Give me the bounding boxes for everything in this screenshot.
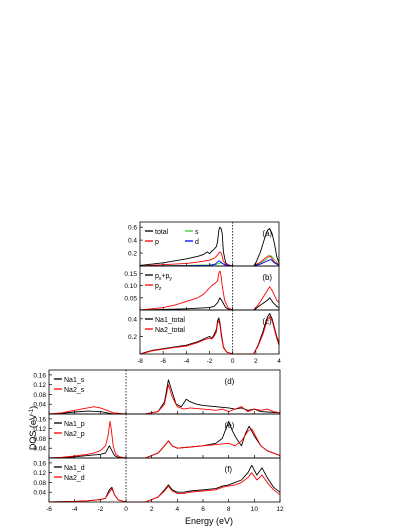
x-tick-label: -4 [183, 358, 189, 365]
x-tick-label: 0 [124, 506, 128, 513]
legend-label: s [195, 229, 199, 236]
panel-label: (d) [225, 377, 235, 386]
x-axis-label: Energy (eV) [185, 516, 233, 526]
x-tick-label: -8 [137, 358, 143, 365]
y-tick-label: 0.12 [33, 382, 46, 389]
series-line-pz [139, 270, 280, 311]
series-line-total [139, 226, 280, 267]
series-line-na2-total [139, 315, 280, 355]
x-tick-label: 6 [201, 506, 205, 513]
y-axis-label-sup: -1 [29, 408, 35, 414]
x-tick-label: 8 [227, 506, 231, 513]
legend-label: Na1_p [64, 421, 85, 428]
series-line-px-py [139, 297, 280, 311]
legend-label: px+py [155, 273, 172, 282]
panel-label: (b) [262, 273, 272, 282]
y-tick-label: 0.16 [33, 416, 46, 423]
legend-label: Na2_s [64, 387, 85, 394]
legend: Na1_total Na2_total [145, 317, 185, 334]
panel-label: (f) [225, 465, 233, 474]
series-line-na1-d [48, 464, 281, 503]
series-line-p [139, 251, 280, 267]
x-tick-label: 4 [176, 506, 180, 513]
panel-d: 0.04 0.08 0.12 0.16 (d) Na1_s Na2_s [33, 369, 281, 415]
panel-e: 0.04 0.08 0.12 0.16 (e) Na1_p Na2_p [33, 413, 281, 459]
y-tick-label: 0.05 [124, 295, 137, 302]
legend: Na1_s Na2_s [54, 377, 85, 394]
legend-label: d [195, 239, 199, 246]
x-tick-label: -4 [72, 506, 78, 513]
legend-label: Na2_d [64, 475, 85, 482]
legend-label: Na1_s [64, 377, 85, 384]
y-tick-label: 0.15 [124, 271, 137, 278]
legend-label: p [155, 239, 159, 246]
x-tick-label: 10 [251, 506, 259, 513]
y-tick-label: 0.10 [124, 283, 137, 290]
legend: Na1_p Na2_p [54, 421, 85, 438]
y-tick-label: 0.04 [33, 490, 46, 497]
plot-frame [48, 457, 281, 503]
y-axis-label-end: ) [28, 406, 38, 409]
panel-c: 0.2 0.4 -8 -6 -4 -2 0 2 4 (c) Na1_total Na2_total [128, 309, 281, 365]
series-line-d [139, 259, 280, 267]
x-tick-label: 2 [150, 506, 154, 513]
y-tick-label: 0.12 [33, 426, 46, 433]
y-tick-label: 0.16 [33, 460, 46, 467]
legend-label: Na2_p [64, 431, 85, 438]
y-tick-label: 0.6 [128, 225, 137, 232]
x-tick-label: -2 [207, 358, 213, 365]
y-tick-label: 0.08 [33, 392, 46, 399]
x-tick-label: -6 [160, 358, 166, 365]
y-axis-label-main: DOS (eV [28, 414, 38, 450]
series-line-na2-s [48, 384, 281, 415]
y-axis-label: DOS (eV-1) [28, 406, 38, 450]
x-tick-label: 0 [231, 358, 235, 365]
series-line-na2-p [48, 420, 281, 459]
panel-label: (e) [225, 421, 235, 430]
legend-label: pz [155, 283, 162, 292]
series-line-na2-d [48, 472, 281, 503]
series-line-na1-total [139, 313, 280, 355]
y-tick-label: 0.04 [33, 402, 46, 409]
panel-label: (c) [262, 317, 272, 326]
panel-label: (a) [262, 229, 272, 238]
y-tick-label: 0.16 [33, 372, 46, 379]
y-tick-label: 0.2 [128, 334, 137, 341]
y-tick-label: 0.2 [128, 251, 137, 258]
x-tick-label: -2 [97, 506, 103, 513]
x-tick-label: 12 [276, 506, 284, 513]
y-tick-label: 0.08 [33, 436, 46, 443]
panel-a: 0.2 0.4 0.6 (a) total s p d [128, 221, 280, 267]
legend-label: Na1_total [155, 317, 185, 324]
y-tick-label: 0.4 [128, 316, 137, 323]
x-tick-label: 4 [277, 358, 281, 365]
x-tick-label: -6 [46, 506, 52, 513]
y-tick-label: 0.4 [128, 238, 137, 245]
legend-label: Na2_total [155, 327, 185, 334]
x-tick-label: 2 [254, 358, 258, 365]
legend-label: total [155, 229, 169, 236]
legend: total s p d [145, 229, 199, 246]
y-tick-label: 0.08 [33, 480, 46, 487]
y-tick-label: 0.04 [33, 446, 46, 453]
legend: Na1_d Na2_d [54, 465, 85, 482]
panels: 0.2 0.4 0.6 (a) total s p d 0.05 0.10 0.15 (b) px+py… [33, 221, 284, 513]
panel-f: 0.040.080.120.16-6 -4 -2 0 2 4 6 8 10 12(f)Na1_dN… [33, 457, 284, 513]
legend-label: Na1_d [64, 465, 85, 472]
y-tick-label: 0.12 [33, 470, 46, 477]
